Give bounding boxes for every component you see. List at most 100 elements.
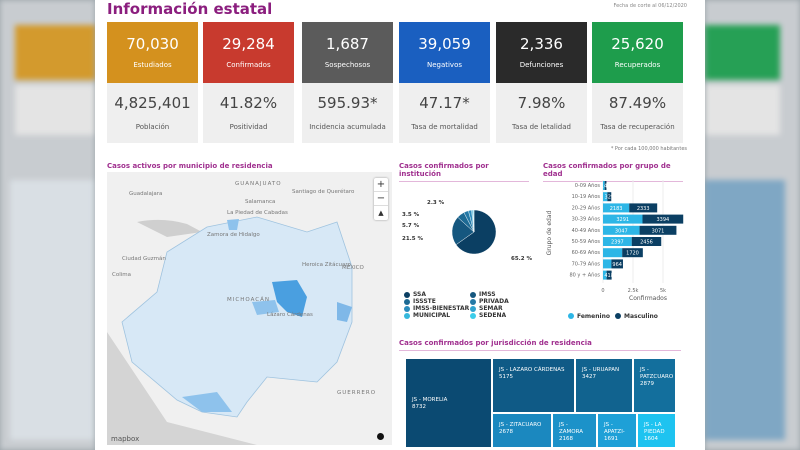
bar-masculino[interactable]: [639, 225, 677, 235]
bar-masculino[interactable]: [622, 248, 643, 258]
y-axis-title: Grupo de edad: [546, 210, 553, 255]
map-zoom-controls: + − ▲: [374, 178, 388, 220]
stat-label: Recuperados: [614, 61, 661, 69]
treemap-cell[interactable]: JS - MORELIA 8732: [405, 358, 492, 448]
bar-femenino[interactable]: [603, 181, 605, 190]
treemap-value: 2168: [559, 436, 573, 443]
legend-dot-icon: [404, 305, 410, 312]
legend-item: SEMAR: [470, 305, 503, 312]
bar-masculino[interactable]: [631, 237, 662, 246]
bar-masculino[interactable]: [606, 270, 612, 280]
map-label: GUERRERO: [337, 390, 377, 396]
treemap-value: 5175: [499, 374, 513, 381]
map-label: Ciudad Guzmán: [122, 256, 166, 262]
treemap-cell[interactable]: JS - LAZARO CÁRDENAS 5175: [492, 358, 575, 413]
map-label: Colima: [112, 272, 131, 278]
treemap-cell[interactable]: JS - URUAPAN 3427: [575, 358, 633, 413]
map-label: MICHOACÁN: [227, 297, 270, 303]
treemap-label: JS - MORELIA: [412, 397, 448, 403]
pie-slice-ssa[interactable]: [455, 209, 497, 255]
bar-masculino[interactable]: [629, 203, 658, 213]
map-label: Lázaro Cárdenas: [267, 312, 313, 318]
stat-label: Confirmados: [226, 61, 271, 69]
y-tick-label: 40-49 Años: [572, 228, 601, 234]
footnote: * Por cada 100,000 habitantes: [610, 146, 687, 152]
bar-femenino[interactable]: [603, 248, 623, 258]
bar-label: 3071: [652, 228, 665, 234]
map-shapes: [107, 216, 353, 445]
x-tick-label: 2.5k: [628, 288, 639, 294]
stat-card-header: 25,620 Recuperados: [592, 22, 683, 83]
bar-femenino[interactable]: [603, 259, 612, 269]
stat-value: 2,336: [520, 35, 563, 53]
pie-label: 21.5 %: [402, 236, 423, 242]
stat-card-0: 70,030 Estudiados 4,825,401 Población: [107, 22, 198, 143]
stat-value: 39,059: [418, 35, 471, 53]
treemap-cell[interactable]: JS - PATZCUARO 2879: [633, 358, 676, 413]
legend-label: IMSS-BIENESTAR: [413, 305, 470, 312]
bar-masculino[interactable]: [611, 259, 623, 269]
legend-label: Masculino: [624, 313, 658, 320]
treemap-cell[interactable]: JS - ZITACUARO 2678: [492, 413, 552, 448]
highlight-morelia: [272, 280, 307, 317]
treemap-cell[interactable]: JS - LA PIEDAD 1604: [637, 413, 676, 448]
y-tick-label: 0-09 Años: [575, 183, 601, 189]
blurred-background-left: [0, 0, 95, 450]
info-icon[interactable]: [377, 433, 384, 440]
legend-label: SEDENA: [479, 312, 507, 319]
stat-sub-label: Tasa de letalidad: [512, 123, 571, 131]
y-tick-label: 50-59 Años: [572, 239, 601, 245]
zoom-in-button[interactable]: +: [374, 178, 388, 192]
bar-label: 2456: [640, 240, 653, 246]
stat-value: 1,687: [326, 35, 369, 53]
blurred-background-right: [705, 0, 800, 450]
x-tick-label: 5k: [660, 288, 666, 294]
treemap-label: JS - ZITACUARO: [499, 422, 542, 428]
pie-slice-sedena[interactable]: [473, 209, 475, 233]
bar-femenino[interactable]: [603, 237, 632, 246]
bar-label: 148: [601, 184, 611, 190]
treemap-cell[interactable]: JS - APATZI- 1691: [597, 413, 637, 448]
legend-dot-icon: [404, 298, 410, 305]
stat-sub-value: 47.17*: [419, 94, 470, 112]
stat-card-footer: 4,825,401 Población: [107, 83, 198, 143]
treemap-cell[interactable]: JS - ZAMORA 2168: [552, 413, 597, 448]
legend-label: Femenino: [577, 313, 610, 320]
stat-card-footer: 87.49% Tasa de recuperación: [592, 83, 683, 143]
bar-femenino[interactable]: [603, 225, 640, 235]
bar-masculino[interactable]: [607, 192, 612, 202]
treemap-label: JS - URUAPAN: [582, 367, 620, 373]
age-title: Casos confirmados por grupo de edad: [543, 162, 683, 182]
legend-dot-icon: [470, 312, 476, 319]
map-label: Guadalajara: [129, 191, 163, 197]
cutoff-date: Fecha de corte al 06/12/2020: [613, 3, 687, 9]
jurisdiction-title: Casos confirmados por jurisdicción de re…: [399, 339, 681, 351]
stat-card-header: 29,284 Confirmados: [203, 22, 294, 83]
bar-masculino[interactable]: [604, 181, 607, 190]
pie-label: 2.3 %: [427, 200, 445, 206]
mapbox-logo[interactable]: mapbox: [111, 435, 140, 443]
bar-label: 2183: [610, 206, 623, 212]
stat-sub-label: Incidencia acumulada: [309, 123, 386, 131]
bar-femenino[interactable]: [603, 203, 630, 213]
stat-card-5: 25,620 Recuperados 87.49% Tasa de recupera…: [592, 22, 683, 143]
stat-sub-label: Positividad: [229, 123, 268, 131]
zoom-out-button[interactable]: −: [374, 192, 388, 206]
bar-label: 3394: [656, 217, 669, 223]
bar-femenino[interactable]: [603, 270, 607, 280]
bar-femenino[interactable]: [603, 214, 643, 224]
stat-label: Estudiados: [133, 61, 172, 69]
treemap-value: 3427: [582, 374, 596, 381]
legend-item: SSA: [404, 291, 426, 298]
bar-masculino[interactable]: [642, 214, 684, 224]
treemap-value: 1691: [604, 436, 618, 443]
treemap-label: JS - LA PIEDAD: [644, 422, 665, 436]
stat-sub-label: Población: [135, 123, 170, 131]
municipality-map[interactable]: GUANAJUATO Guadalajara Santiago de Queréta…: [107, 172, 392, 445]
legend-item: MUNICIPAL: [404, 312, 450, 319]
bar-femenino[interactable]: [603, 192, 608, 202]
map-label: La Piedad de Cabadas: [227, 210, 288, 216]
compass-button[interactable]: ▲: [378, 209, 384, 217]
stat-card-2: 1,687 Sospechosos 595.93* Incidencia acumu…: [302, 22, 393, 143]
